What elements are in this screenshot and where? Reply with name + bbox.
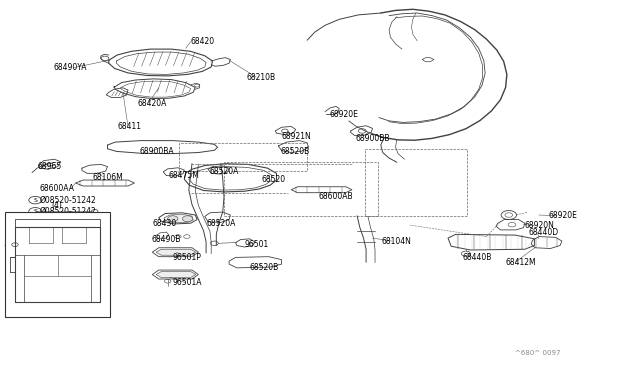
Text: 68430: 68430 (152, 219, 177, 228)
Text: S: S (33, 198, 37, 203)
Text: 68490N: 68490N (12, 218, 40, 224)
Text: 68440B: 68440B (462, 253, 492, 262)
Text: 68420: 68420 (191, 37, 215, 46)
Text: 68440D: 68440D (529, 228, 559, 237)
Text: ^680^ 0097: ^680^ 0097 (515, 350, 561, 356)
Text: 68420A: 68420A (138, 99, 167, 108)
Text: 68920E: 68920E (548, 211, 577, 220)
Text: Ø08520-51242: Ø08520-51242 (40, 207, 97, 216)
Text: 96501P: 96501P (173, 253, 202, 262)
Text: (4): (4) (51, 212, 62, 221)
Circle shape (168, 216, 178, 222)
Polygon shape (156, 272, 196, 278)
Text: 96501: 96501 (244, 240, 269, 248)
Text: 68965: 68965 (37, 162, 61, 171)
Bar (365, 149, 467, 216)
Text: Ø08520-51242: Ø08520-51242 (40, 196, 97, 205)
Text: 68490B: 68490B (152, 235, 181, 244)
Text: 68920E: 68920E (330, 110, 358, 119)
Text: 68490N: 68490N (11, 238, 41, 247)
Text: 68520B: 68520B (250, 263, 279, 272)
Text: (4): (4) (51, 201, 62, 210)
Text: 68412M: 68412M (506, 258, 536, 267)
Bar (224, 162, 378, 216)
Polygon shape (164, 214, 193, 223)
Text: 68411: 68411 (117, 122, 141, 131)
Text: 96501A: 96501A (173, 278, 202, 287)
Text: 68600AB: 68600AB (319, 192, 353, 201)
Text: 68520: 68520 (261, 175, 285, 184)
Text: 68106M: 68106M (93, 173, 124, 182)
Text: 68210B: 68210B (246, 73, 276, 81)
Text: 68900BA: 68900BA (140, 147, 174, 156)
Text: 68920N: 68920N (525, 221, 555, 230)
Circle shape (182, 216, 193, 222)
Text: S: S (33, 209, 37, 214)
Text: 68900BB: 68900BB (356, 134, 390, 143)
Text: 68520A: 68520A (207, 219, 236, 228)
Polygon shape (156, 249, 196, 255)
Text: 68600AA: 68600AA (40, 185, 75, 193)
Text: 68475M: 68475M (168, 171, 199, 180)
Text: 68921N: 68921N (282, 132, 311, 141)
Bar (5, 212, 110, 317)
Text: 68104N: 68104N (381, 237, 412, 246)
Text: 68520A: 68520A (210, 167, 239, 176)
Text: 68490YA: 68490YA (53, 63, 86, 72)
Text: 68520B: 68520B (280, 147, 310, 155)
Bar (179, 143, 307, 171)
